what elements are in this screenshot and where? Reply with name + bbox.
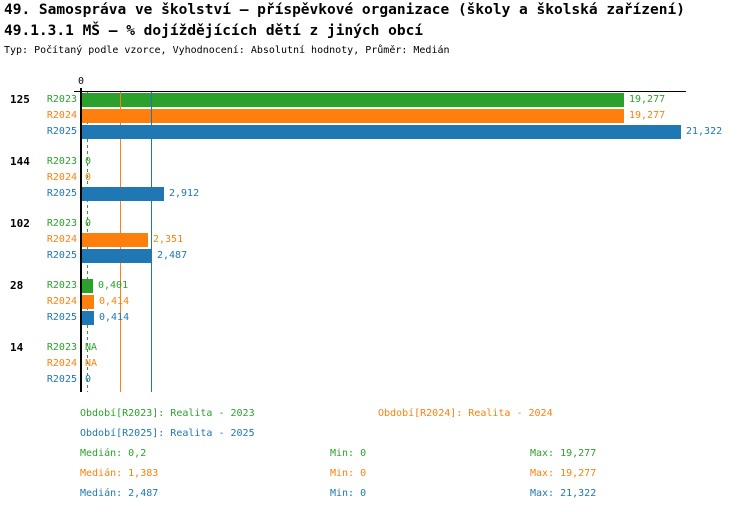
stat-median-r2023: Medián: 0,2 [80, 448, 147, 459]
stat-min-r2024: Min: 0 [330, 468, 367, 479]
stat-median-r2025: Medián: 2,487 [80, 488, 159, 499]
series-label: R2023 [46, 342, 77, 353]
series-label: R2023 [46, 280, 77, 291]
bar [82, 109, 624, 123]
bar [82, 295, 94, 309]
median-line-r2024 [120, 91, 121, 392]
report-subtitle: 49.1.3.1 MŠ – % dojíždějících dětí z jin… [4, 23, 424, 39]
bar-value-label: 19,277 [629, 94, 666, 105]
stat-max-r2023: Max: 19,277 [530, 448, 597, 459]
bar-value-label: 0,414 [99, 312, 130, 323]
bar [82, 125, 681, 139]
group-label: 102 [10, 217, 30, 230]
stat-min-r2023: Min: 0 [330, 448, 367, 459]
bar-value-label: 2,351 [153, 234, 184, 245]
group-label: 125 [10, 93, 30, 106]
bar [82, 187, 164, 201]
series-label: R2025 [46, 250, 77, 261]
stat-median-r2024: Medián: 1,383 [80, 468, 159, 479]
bar-value-label: 0 [85, 172, 92, 183]
legend-item-r2025: Období[R2025]: Realita - 2025 [80, 428, 255, 439]
report-title: 49. Samospráva ve školství – příspěvkové… [4, 2, 685, 18]
bar-value-label: 2,487 [157, 250, 188, 261]
bar-value-label: 19,277 [629, 110, 666, 121]
bar-value-label: NA [85, 358, 98, 369]
stat-max-r2024: Max: 19,277 [530, 468, 597, 479]
bar-value-label: 0 [85, 374, 92, 385]
series-label: R2024 [46, 296, 77, 307]
series-label: R2024 [46, 234, 77, 245]
series-label: R2025 [46, 312, 77, 323]
median-line-r2025 [151, 91, 152, 392]
bar [82, 233, 148, 247]
bar-value-label: 0,414 [99, 296, 130, 307]
series-label: R2025 [46, 374, 77, 385]
group-label: 144 [10, 155, 30, 168]
series-label: R2024 [46, 172, 77, 183]
bar-chart: 0 125 R2023 19,277 R2024 19,277 R2025 21,322 14… [10, 76, 723, 392]
bar-value-label: 2,912 [169, 188, 200, 199]
series-label: R2024 [46, 358, 77, 369]
report-meta: Typ: Počítaný podle vzorce, Vyhodnocení:… [4, 45, 450, 56]
series-label: R2023 [46, 218, 77, 229]
group-label: 14 [10, 341, 24, 354]
axis-vertical-line [80, 88, 82, 392]
bar-value-label: 0 [85, 156, 92, 167]
stat-max-r2025: Max: 21,322 [530, 488, 597, 499]
bar [82, 93, 624, 107]
group-label: 28 [10, 279, 24, 292]
bar-value-label: 0,401 [98, 280, 129, 291]
series-label: R2023 [46, 156, 77, 167]
axis-top-line [74, 91, 686, 92]
stat-min-r2025: Min: 0 [330, 488, 367, 499]
plot-area: 125 R2023 19,277 R2024 19,277 R2025 21,322 144 R… [10, 91, 723, 392]
series-label: R2025 [46, 126, 77, 137]
legend-item-r2024: Období[R2024]: Realita - 2024 [378, 408, 553, 419]
series-label: R2025 [46, 188, 77, 199]
legend-item-r2023: Období[R2023]: Realita - 2023 [80, 408, 255, 419]
bar-value-label: 21,322 [686, 126, 723, 137]
bar-value-label: NA [85, 342, 98, 353]
series-label: R2023 [46, 94, 77, 105]
bar-value-label: 0 [85, 218, 92, 229]
bar [82, 311, 94, 325]
bar [82, 249, 152, 263]
series-label: R2024 [46, 110, 77, 121]
axis-zero-label: 0 [77, 76, 85, 87]
